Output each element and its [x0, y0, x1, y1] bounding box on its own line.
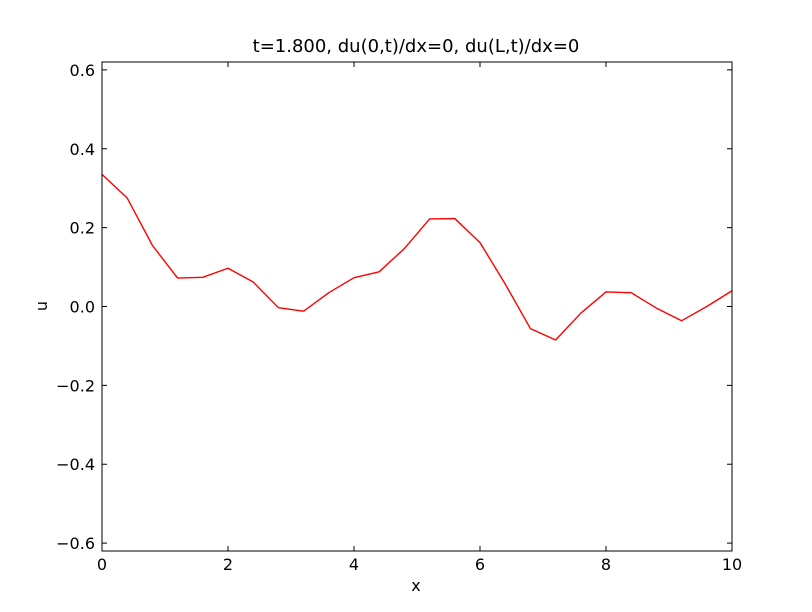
x-tick-label: 10 — [722, 555, 742, 574]
axes-background — [102, 62, 732, 551]
x-tick-label: 0 — [97, 555, 107, 574]
y-tick-label: −0.6 — [56, 534, 95, 553]
y-tick-label: 0.6 — [70, 61, 95, 80]
series-line-0 — [101, 173, 733, 341]
x-tick-label: 4 — [349, 555, 359, 574]
chart-title: t=1.800, du(0,t)/dx=0, du(L,t)/dx=0 — [253, 36, 580, 57]
y-axis-label: u — [32, 301, 51, 311]
x-axis-label: x — [411, 576, 420, 595]
y-tick-label: 0.0 — [70, 298, 95, 317]
y-tick-label: 0.2 — [70, 219, 95, 238]
y-tick-label: 0.4 — [70, 140, 95, 159]
x-tick-label: 8 — [601, 555, 611, 574]
x-tick-label: 6 — [475, 555, 485, 574]
x-tick-label: 2 — [223, 555, 233, 574]
y-tick-label: −0.4 — [56, 455, 95, 474]
y-tick-label: −0.2 — [56, 376, 95, 395]
plot-area: 0 2 4 6 8 10 −0.6 −0.4 −0.2 0.0 0.2 0.4 0.6 — [56, 61, 742, 574]
